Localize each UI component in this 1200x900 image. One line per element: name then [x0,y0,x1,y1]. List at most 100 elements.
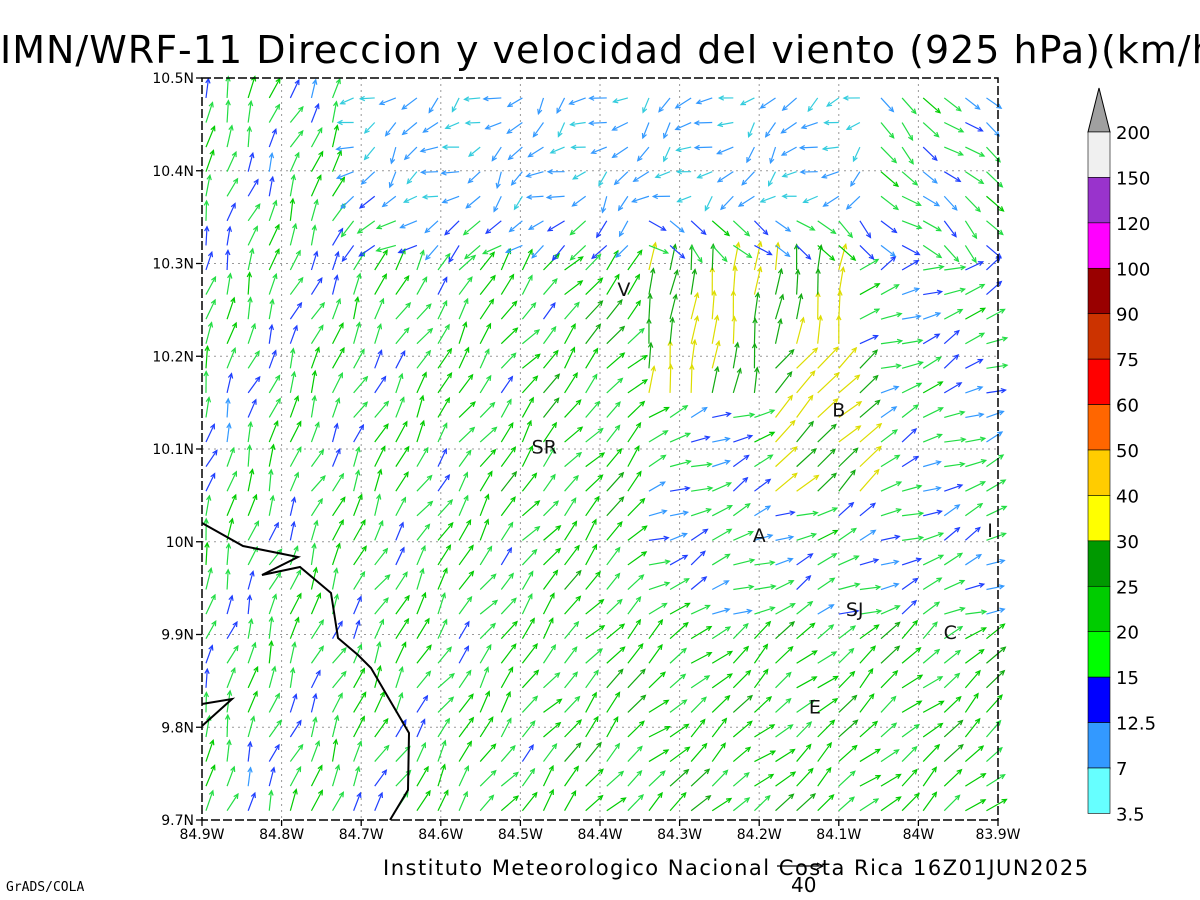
wind-vector [817,423,837,443]
wind-vector [226,765,236,787]
wind-vector [711,528,733,541]
wind-vector [268,665,277,688]
wind-vector [205,620,217,639]
wind-vector [986,584,1006,591]
wind-vector [965,502,984,517]
wind-vector [965,553,983,566]
wind-vector [395,641,407,664]
wind-vector [437,372,453,394]
wind-vector [551,245,566,262]
wind-vector [711,220,731,237]
wind-vector [564,595,582,615]
wind-vector [690,220,707,236]
wind-vector [733,412,756,419]
wind-vector [437,323,450,345]
wind-vector [545,194,565,200]
wind-vector [880,749,900,763]
wind-vector [458,321,468,344]
wind-vector [482,96,502,102]
wind-vector [901,455,920,468]
wind-vector [268,571,282,590]
wind-vector [817,719,836,738]
wind-vector [543,373,561,394]
wind-vector [923,485,942,492]
wind-vector [564,371,578,394]
wind-vector [205,449,218,467]
wind-vector [796,420,814,443]
wind-vector [437,447,447,467]
wind-vector [205,275,217,295]
wind-vector [463,244,481,260]
wind-vector [289,395,300,418]
page-title: IMN/WRF-11 Direccion y velocidad del vie… [0,28,1200,72]
wind-vector [585,347,599,369]
wind-vector [395,445,410,467]
wind-vector [246,271,253,295]
wind-vector [416,327,434,345]
wind-vector [585,543,598,566]
wind-vector [532,122,544,138]
wind-vector [226,738,232,762]
wind-vector [493,195,502,213]
wind-vector [716,171,734,183]
wind-vectors [203,75,1009,812]
wind-vector [669,647,687,664]
wind-vector [416,303,432,320]
wind-vector [796,474,820,492]
wind-vector [901,557,923,566]
wind-vector [986,532,1007,541]
wind-vector [268,349,277,369]
wind-vector [800,121,818,130]
wind-vector [289,743,304,762]
colorbar-swatch [1087,449,1111,496]
wind-vector [479,493,490,516]
wind-vector [564,323,576,345]
wind-vector [458,790,468,811]
wind-vector [732,669,752,689]
wind-vector [289,765,302,787]
wind-vector [901,404,920,418]
wind-vector [542,643,557,664]
wind-vector [943,97,962,112]
wind-vector [669,510,690,517]
wind-vector [310,277,323,295]
wind-vector [332,692,343,713]
wind-vector [901,484,923,492]
wind-vector [437,739,447,762]
wind-vector [859,608,883,615]
wind-vector [542,447,555,467]
wind-vector [268,128,277,148]
wind-vector [965,772,987,787]
wind-vector [205,77,211,99]
wind-vector [901,338,924,345]
wind-vector [823,119,839,126]
wind-vector [859,374,879,394]
wind-vector [901,220,923,230]
wind-vector [690,291,700,320]
wind-vector [901,599,918,615]
wind-vector [374,690,385,713]
colorbar: 200 150 120 100 90 75 60 50 40 30 25 20 15 12.5 7 3.5 [1087,87,1156,825]
wind-vector [310,102,320,123]
wind-vector [268,692,280,713]
wind-vector [268,397,281,418]
wind-vector [374,574,391,590]
wind-vector [796,532,818,541]
wind-vector [944,410,966,419]
wind-vector [332,791,345,812]
wind-vector [247,715,256,738]
wind-vector [437,592,446,615]
wind-vector [964,97,981,110]
wind-vector [852,146,861,163]
wind-vector [268,272,278,295]
wind-vector [353,545,367,566]
wind-vector [838,694,858,713]
wind-vector [335,145,354,152]
wind-vector [479,518,490,541]
wind-vector [500,375,514,394]
wind-vector [986,454,1005,468]
wind-vector [627,299,642,320]
wind-vector [732,746,752,763]
wind-vector [543,698,563,713]
wind-vector [880,146,898,164]
